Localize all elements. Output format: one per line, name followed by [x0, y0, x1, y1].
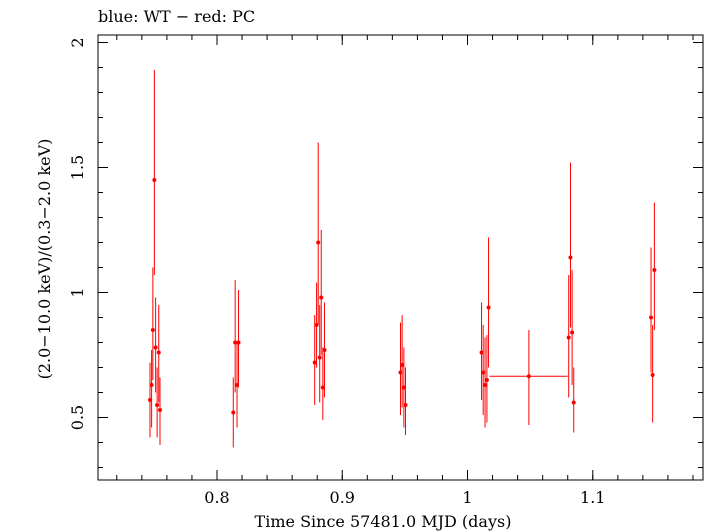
x-tick-label: 0.8 — [204, 488, 229, 507]
data-point — [156, 350, 161, 355]
data-point — [483, 383, 488, 387]
data-point — [526, 374, 531, 379]
axis-tick-labels: 0.8 0.9 1 1.1 0.5 1 1.5 2 — [68, 37, 605, 507]
data-point — [486, 305, 491, 310]
data-point — [312, 360, 317, 365]
data-point — [150, 328, 155, 332]
x-tick-label: 1.1 — [580, 488, 605, 507]
axis-ticks — [98, 35, 703, 480]
data-point — [147, 398, 152, 402]
x-tick-label: 0.9 — [330, 488, 355, 507]
y-tick-label: 2 — [68, 37, 87, 47]
data-point — [400, 363, 405, 367]
data-point — [317, 355, 322, 360]
plot-frame — [97, 34, 704, 481]
data-point — [158, 408, 163, 412]
data-point — [314, 323, 319, 327]
data-point — [235, 383, 240, 387]
data-point — [484, 378, 489, 382]
data-point — [571, 400, 576, 405]
data-point — [319, 295, 324, 300]
y-tick-label: 0.5 — [68, 405, 87, 430]
data-point — [153, 345, 158, 350]
y-tick-label: 1 — [68, 287, 87, 297]
data-point — [568, 255, 573, 260]
data-point — [320, 385, 325, 390]
data-point — [566, 335, 571, 340]
chart-title: blue: WT − red: PC — [98, 7, 255, 26]
y-tick-label: 1.5 — [68, 155, 87, 180]
data-point — [233, 340, 238, 345]
data-points — [147, 70, 657, 448]
data-point — [236, 340, 241, 345]
data-point — [149, 383, 154, 387]
y-axis-label: (2.0−10.0 keV)/(0.3−2.0 keV) — [35, 139, 54, 380]
data-point — [652, 268, 657, 272]
data-point — [322, 348, 327, 352]
data-point — [401, 385, 406, 390]
data-point — [155, 403, 160, 407]
data-point — [231, 410, 236, 415]
data-point — [481, 370, 486, 375]
data-point — [650, 373, 655, 377]
data-point — [152, 178, 157, 182]
data-point — [398, 370, 403, 375]
data-point — [316, 240, 321, 245]
x-axis-label: Time Since 57481.0 MJD (days) — [255, 512, 512, 531]
x-tick-label: 1 — [462, 488, 472, 507]
data-point — [570, 330, 575, 335]
data-point — [479, 350, 484, 355]
data-point — [649, 315, 654, 320]
data-point — [403, 403, 408, 407]
